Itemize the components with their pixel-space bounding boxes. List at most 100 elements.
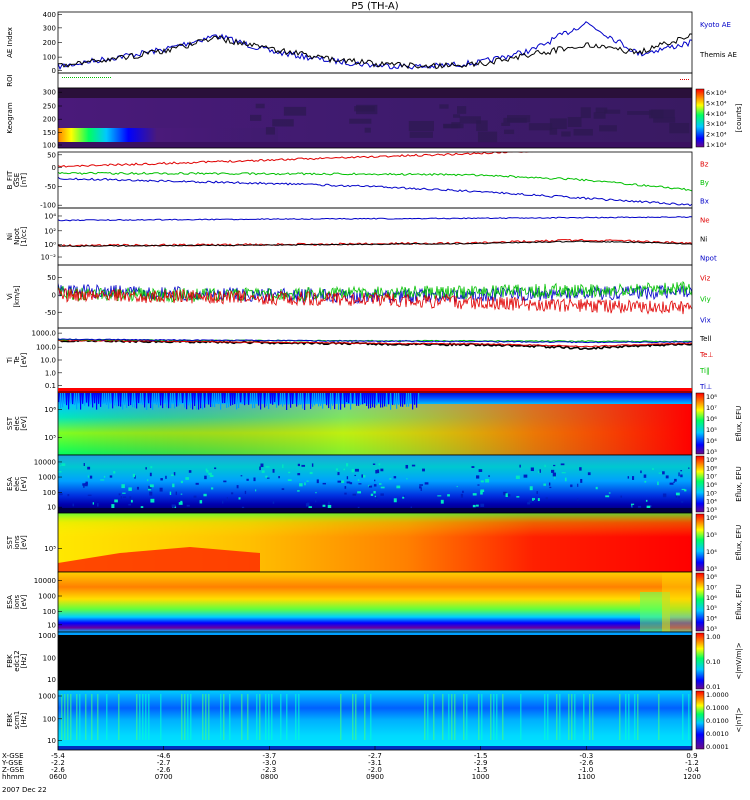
esa-e-noise	[380, 493, 384, 496]
ti-series-3	[58, 338, 692, 344]
colorbar-label: 10⁴	[706, 498, 717, 506]
esa-e-noise	[560, 463, 565, 466]
ylabel-fbk-b: [Hz]	[20, 713, 28, 728]
ylabel-esa-i: [eV]	[20, 594, 28, 609]
keogram-patch	[595, 107, 608, 113]
ytick-label: 10000	[34, 577, 56, 585]
esa-e-noise	[570, 484, 573, 488]
xaxis-value: 1200	[683, 773, 701, 781]
esa-e-noise	[374, 495, 376, 498]
keogram-patch	[593, 112, 606, 119]
esa-e-noise	[375, 469, 378, 474]
esa-e-noise	[120, 496, 123, 500]
esa-e-noise	[447, 494, 450, 497]
esa-e-noise	[346, 481, 351, 484]
fbk-b-stripe	[145, 694, 147, 740]
fbk-b-stripe	[229, 694, 231, 740]
sst-e-stripe	[72, 392, 74, 405]
esa-e-noise	[129, 496, 132, 500]
sst-e-stripe	[296, 392, 298, 407]
esa-e-noise	[507, 494, 511, 497]
esa-e-noise	[206, 470, 209, 473]
roi-dot	[72, 77, 73, 78]
sst-e-stripe	[222, 392, 224, 404]
esa-e-noise	[175, 491, 177, 496]
xaxis-value: 0700	[155, 773, 173, 781]
keogram-patch	[255, 103, 265, 109]
esa-e-noise	[208, 472, 212, 475]
sst-e-stripe	[254, 392, 256, 409]
legend-ni-2: Npot	[700, 255, 717, 263]
fbk-b-stripe	[658, 694, 660, 740]
xaxis-value: -1.2	[685, 759, 699, 767]
esa-e-noise	[214, 467, 217, 470]
sst-e-stripe	[358, 392, 360, 406]
sst-e-stripe	[228, 392, 230, 408]
ytick-label: 1000	[38, 474, 56, 482]
keogram-top	[58, 88, 692, 98]
sst-e-stripe	[190, 392, 192, 409]
esa-e-noise	[472, 493, 477, 496]
esa-e-noise	[287, 479, 292, 482]
esa-e-noise	[205, 468, 208, 472]
sst-e-stripe	[144, 392, 146, 408]
esa-e-noise	[169, 491, 172, 495]
colorbar-label: 10³	[706, 506, 717, 514]
esa-e-noise	[681, 488, 686, 491]
roi-dot	[62, 77, 63, 78]
sst-e-stripe	[272, 392, 274, 405]
esa-e-noise	[527, 501, 531, 505]
esa-e-noise	[595, 486, 598, 490]
sst-e-stripe	[400, 392, 402, 407]
esa-e-noise	[530, 467, 534, 472]
sst-e-stripe	[318, 392, 320, 407]
sst-e-stripe	[378, 392, 380, 403]
ytick-label: -50	[45, 183, 56, 191]
keogram-patch	[580, 107, 591, 119]
fbk-b-stripe	[64, 694, 66, 740]
esa-e-noise	[349, 482, 353, 485]
esa-e-noise	[680, 470, 683, 472]
esa-e-noise	[193, 495, 197, 498]
sst-e-stripe	[362, 392, 364, 405]
esa-e-noise	[361, 474, 363, 478]
fbk-b-stripe	[496, 694, 498, 740]
esa-e-noise	[358, 483, 362, 485]
sst-e-stripe	[396, 392, 398, 409]
esa-e-noise	[551, 469, 555, 473]
xaxis-value: -1.0	[579, 766, 593, 774]
sst-e-stripe	[168, 392, 170, 409]
sst-e-stripe	[408, 392, 410, 407]
sst-e-stripe	[146, 392, 148, 410]
sst-e-red	[58, 404, 692, 455]
panel-fbk-e: 10 100 1000 FBK edc12 [Hz] 1.00 0.10 0.01 <|mV/m|…	[6, 631, 743, 691]
ylabel-ni: [1/cc]	[20, 226, 28, 246]
sst-e-stripe	[326, 392, 328, 406]
colorbar-sst-e	[695, 392, 705, 455]
esa-e-noise	[226, 497, 228, 501]
colorbar-label: 10⁷	[706, 473, 717, 481]
esa-e-noise	[100, 479, 105, 481]
esa-e-noise	[480, 490, 483, 495]
keogram-patch	[453, 114, 461, 118]
sst-e-stripe	[398, 392, 400, 405]
sst-e-stripe	[226, 392, 228, 408]
keogram-patch	[265, 127, 275, 135]
esa-e-noise	[519, 464, 521, 468]
colorbar-title: Eflux, EFU	[735, 406, 743, 441]
fbk-b-stripe	[490, 694, 492, 740]
esa-e-noise	[150, 466, 153, 469]
esa-e-noise	[121, 484, 125, 489]
esa-e-noise	[209, 474, 214, 478]
esa-e-noise	[322, 482, 326, 485]
esa-e-noise	[554, 475, 556, 480]
esa-e-noise	[337, 472, 340, 476]
fbk-b-stripe	[688, 694, 690, 740]
sst-e-stripe	[282, 392, 284, 407]
ylabel-ni: Ni	[6, 233, 14, 240]
esa-e-noise	[199, 500, 203, 504]
ytick-label: 300	[43, 89, 56, 97]
